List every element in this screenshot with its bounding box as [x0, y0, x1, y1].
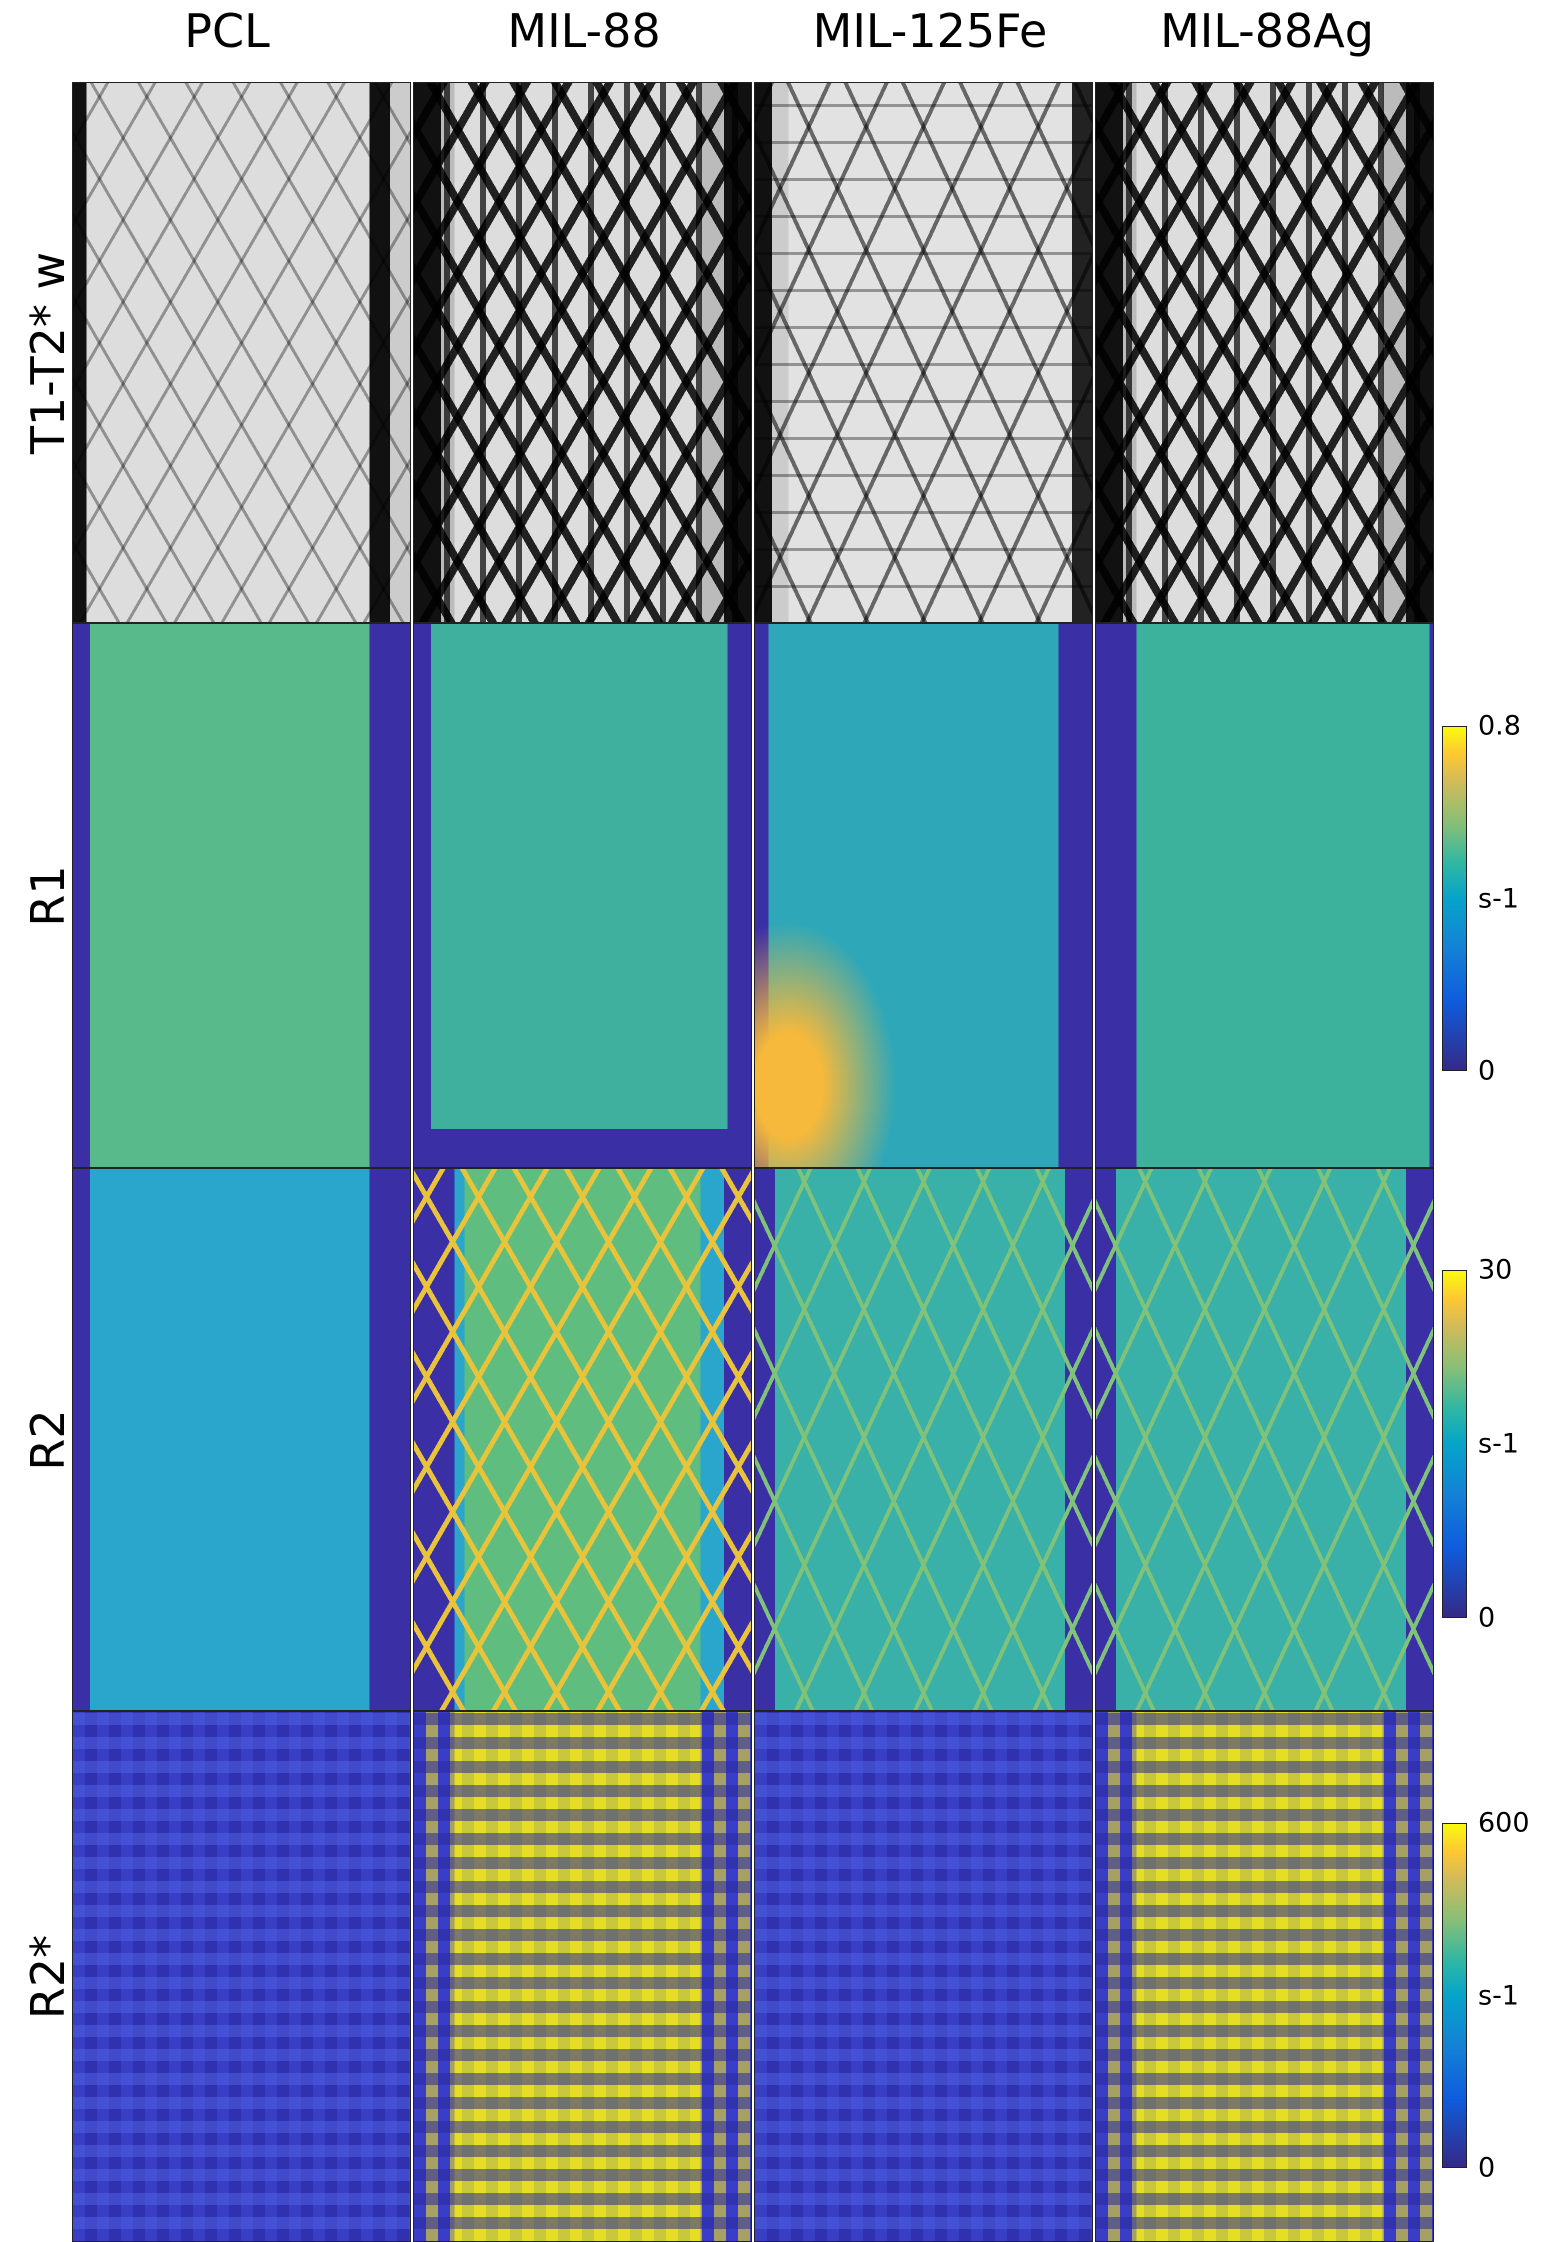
colorbar [1442, 1270, 1467, 1618]
colorbar-min: 0 [1478, 1602, 1496, 1634]
colorbar-max: 30 [1478, 1254, 1513, 1286]
image-panel [72, 1168, 411, 1711]
image-panel [413, 1168, 752, 1711]
row-label: R2* [21, 1934, 75, 2019]
image-panel [754, 623, 1093, 1168]
image-panel [1095, 1711, 1434, 2242]
colorbar-unit: s-1 [1478, 1428, 1519, 1460]
column-header: PCL [184, 4, 270, 58]
colorbar-max: 0.8 [1478, 710, 1521, 742]
colorbar-min: 0 [1478, 2152, 1496, 2184]
column-header: MIL-88Ag [1160, 4, 1374, 58]
row-label: T1-T2* w [21, 251, 75, 454]
image-panel [72, 82, 411, 623]
image-panel [754, 1168, 1093, 1711]
image-panel [1095, 623, 1434, 1168]
image-panel [413, 1711, 752, 2242]
row-label: R1 [21, 864, 75, 927]
image-panel [413, 82, 752, 623]
image-panel [72, 623, 411, 1168]
colorbar-unit: s-1 [1478, 1980, 1519, 2011]
colorbar-max: 600 [1478, 1807, 1530, 1839]
image-panel [72, 1711, 411, 2242]
colorbar-min: 0 [1478, 1055, 1496, 1087]
image-panel [1095, 82, 1434, 623]
colorbar [1442, 726, 1467, 1071]
image-panel [1095, 1168, 1434, 1711]
colorbar-unit: s-1 [1478, 883, 1519, 914]
row-label: R2 [21, 1408, 75, 1471]
image-panel [754, 1711, 1093, 2242]
colorbar [1442, 1823, 1467, 2168]
column-header: MIL-88 [507, 4, 661, 58]
image-panel [754, 82, 1093, 623]
column-header: MIL-125Fe [812, 4, 1048, 58]
image-panel [413, 623, 752, 1168]
